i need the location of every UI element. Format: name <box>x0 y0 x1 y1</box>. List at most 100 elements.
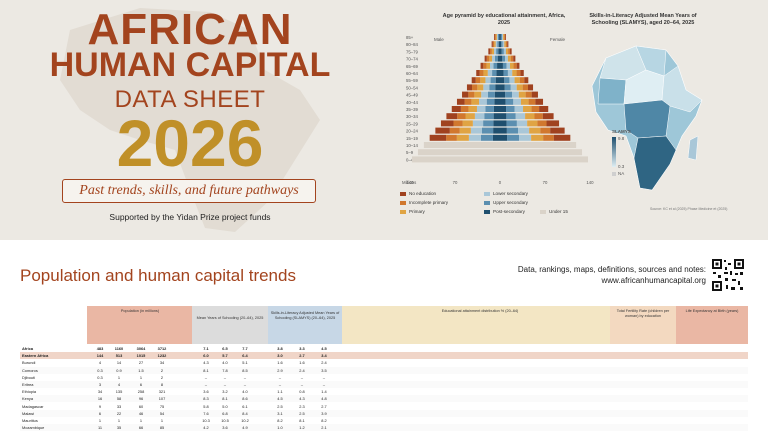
table-cell: 0.3 <box>97 374 103 380</box>
pyramid-x-unit: Millions <box>402 180 416 185</box>
col-group-life <box>676 306 748 344</box>
pyramid-bar-segment <box>476 70 480 76</box>
age-label: 50–54 <box>406 85 419 90</box>
table-cell: 3.1 <box>277 410 283 416</box>
table-cell: 3712 <box>157 346 167 351</box>
pyramid-bar-segment <box>500 91 506 98</box>
pyramid-bar-segment <box>509 77 515 84</box>
table-row: Djibouti 0.3 1 1 2 – – – – – – <box>20 373 748 381</box>
pyramid-bar-segment <box>468 91 475 98</box>
pyramid-bar-segment <box>524 77 529 84</box>
table-row: Madagascar 9 33 60 75 5.8 5.0 6.1 2.5 2.3 2.7 <box>20 402 748 410</box>
pyramid-bar-segment <box>494 55 498 62</box>
legend-post-secondary: Post-secondary <box>484 209 525 214</box>
table-cell: 321 <box>158 389 166 395</box>
row-country-name: Madagascar <box>22 403 44 409</box>
map-legend-max: 9.8 <box>618 136 625 141</box>
pyramid-bar-segment <box>546 120 560 127</box>
pyramid-bar-segment <box>474 91 482 98</box>
pyramid-bar-segment <box>512 70 517 76</box>
pyramid-bar-segment <box>492 70 497 76</box>
pyramid-bar-segment <box>522 84 528 91</box>
pyramid-bar-segment <box>497 62 500 69</box>
table-cell: 8.4 <box>242 410 248 416</box>
table-cell: 4.3 <box>203 360 209 366</box>
table-cell: 107 <box>158 396 166 402</box>
pyramid-bar-segment <box>506 127 519 134</box>
table-cell: 1.1 <box>277 389 283 395</box>
pyramid-bar-segment <box>449 127 460 134</box>
age-label: 25–29 <box>406 121 419 126</box>
table-cell: 513 <box>115 353 123 359</box>
table-cell: 4.3 <box>299 396 305 402</box>
pyramid-bar-segment <box>500 120 507 127</box>
pyramid-bar-segment <box>497 41 499 48</box>
table-cell: 10.2 <box>241 418 249 423</box>
pyramid-bar-segment <box>505 41 508 48</box>
table-cell: 8.5 <box>242 367 248 373</box>
pyramid-bar-segment <box>513 55 516 62</box>
age-label: 70–74 <box>406 57 419 62</box>
pyramid-bar-segment <box>518 127 530 134</box>
table-cell: 4.0 <box>242 389 248 395</box>
pyramid-bar-segment <box>500 156 588 163</box>
pyramid-bar-segment <box>453 120 463 127</box>
pyramid-bar-segment <box>471 77 476 84</box>
pyramid-bar-segment <box>481 91 488 98</box>
pyramid-bar-segment <box>500 62 503 69</box>
table-cell: 3.0 <box>277 353 283 359</box>
map-legend-gradient <box>612 137 616 167</box>
table-cell: 258 <box>137 389 145 395</box>
pyramid-bar-segment <box>512 91 519 98</box>
pyramid-bar-segment <box>503 34 505 40</box>
pyramid-bar-segment <box>500 149 583 156</box>
pyramid-bar-segment <box>485 106 494 112</box>
website-link[interactable]: www.africanhumancapital.org <box>601 276 707 286</box>
pyramid-bar-segment <box>489 84 496 91</box>
qr-code-icon[interactable] <box>710 257 746 293</box>
pyramid-legend: No education Lower secondary Incomplete … <box>400 191 580 219</box>
pyramid-bar-segment <box>495 84 500 91</box>
age-label: 75–79 <box>406 49 419 54</box>
age-label: 5–9 <box>406 150 414 155</box>
pyramid-bar-segment <box>496 34 498 40</box>
table-cell: – <box>322 382 326 387</box>
pyramid-bar-segment <box>513 98 521 105</box>
age-label: 10–14 <box>406 143 419 148</box>
table-cell: 96 <box>138 396 144 402</box>
pyramid-bar-segment <box>504 77 510 84</box>
pyramid-bar-segment <box>527 84 534 91</box>
table-cell: – <box>278 374 282 380</box>
table-cell: 33 <box>116 403 122 409</box>
table-cell: 3.4 <box>321 353 327 359</box>
title-line-human-capital: HUMAN CAPITAL <box>49 46 331 84</box>
pyramid-bar-segment <box>528 98 536 105</box>
pyramid-bar-segment <box>519 134 532 141</box>
pyramid-bar-segment <box>550 127 565 134</box>
pyramid-bar-segment <box>462 120 473 127</box>
pyramid-bar-segment <box>506 48 509 55</box>
col-group-population <box>87 306 192 344</box>
pyramid-bar-segment <box>504 41 506 48</box>
hdr-tfr: Total Fertility Rate (children per woman… <box>616 309 670 318</box>
age-label: 30–34 <box>406 114 419 119</box>
pyramid-bar-segment <box>500 113 507 120</box>
pyramid-bar-segment <box>500 127 507 134</box>
age-label: 40–44 <box>406 100 419 105</box>
table-cell: 7.6 <box>203 410 209 416</box>
pyramid-bar-segment <box>480 62 484 69</box>
pyramid-bar-segment <box>479 98 487 105</box>
table-cell: 3.8 <box>277 346 283 351</box>
table-cell: 2.1 <box>321 425 327 431</box>
pyramid-bar-segment <box>513 62 517 69</box>
table-cell: 2 <box>160 374 164 380</box>
table-cell: 144 <box>96 353 104 359</box>
table-cell: 10.5 <box>221 418 229 423</box>
pyramid-bar-segment <box>484 113 494 120</box>
table-cell: 4 <box>117 382 121 387</box>
pyramid-bar-segment <box>500 98 506 105</box>
pyramid-bar-segment <box>505 91 513 98</box>
pyramid-bar-segment <box>486 98 495 105</box>
pyramid-x-tick: 140 <box>406 180 414 185</box>
table-cell: 2.4 <box>321 360 327 366</box>
